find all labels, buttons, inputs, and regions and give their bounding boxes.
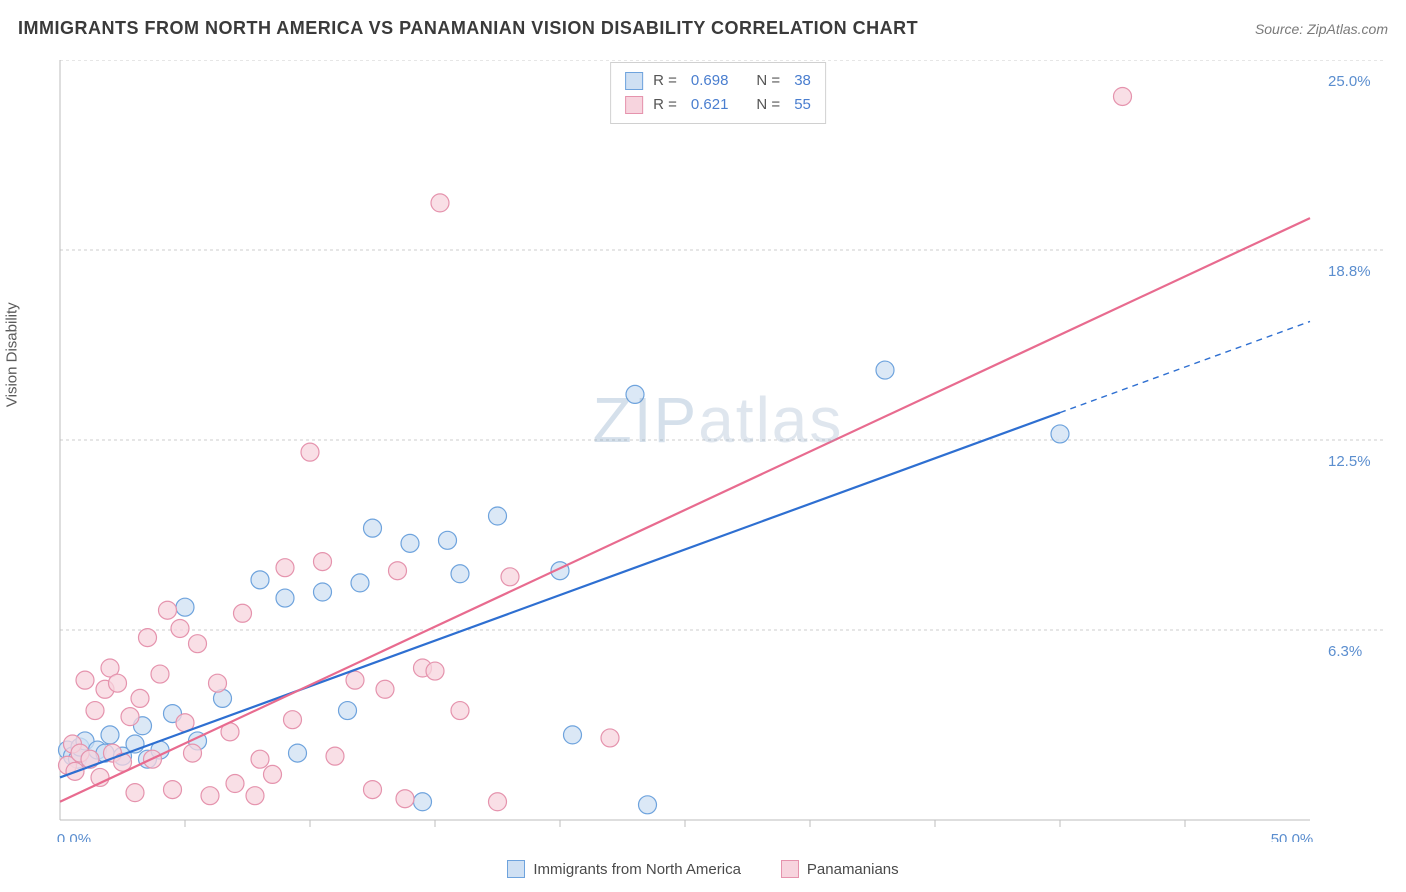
series-legend-item: Immigrants from North America [507,860,741,878]
series-legend-item: Panamanians [781,860,899,878]
legend-swatch [507,860,525,878]
chart-header: IMMIGRANTS FROM NORTH AMERICA VS PANAMAN… [18,18,1388,39]
source-attribution: Source: ZipAtlas.com [1255,21,1388,37]
scatter-chart: 6.3% 12.5% 18.8% 25.0% 0.0% 50.0% [50,60,1386,842]
legend-n-value: 55 [794,93,811,117]
svg-text:0.0%: 0.0% [57,831,91,842]
legend-r-value: 0.698 [691,69,729,93]
series-label: Immigrants from North America [533,861,741,878]
legend-row: R = 0.621 N = 55 [625,93,811,117]
series-legend: Immigrants from North America Panamanians [0,860,1406,878]
legend-r-value: 0.621 [691,93,729,117]
svg-text:12.5%: 12.5% [1328,453,1371,470]
legend-row: R = 0.698 N = 38 [625,69,811,93]
legend-r-label: R = [653,69,677,93]
svg-text:25.0%: 25.0% [1328,73,1371,90]
legend-n-value: 38 [794,69,811,93]
legend-swatch [625,72,643,90]
chart-title: IMMIGRANTS FROM NORTH AMERICA VS PANAMAN… [18,18,918,39]
source-prefix: Source: [1255,21,1307,37]
legend-r-label: R = [653,93,677,117]
svg-text:50.0%: 50.0% [1271,831,1314,842]
svg-text:18.8%: 18.8% [1328,263,1371,280]
svg-text:6.3%: 6.3% [1328,643,1362,660]
correlation-legend: R = 0.698 N = 38 R = 0.621 N = 55 [610,62,826,124]
plot-area: Vision Disability 6.3%12.5%18.8%25.0%0.0… [50,60,1386,842]
legend-n-label: N = [756,93,780,117]
series-label: Panamanians [807,861,899,878]
legend-n-label: N = [756,69,780,93]
y-axis-label: Vision Disability [4,302,21,407]
legend-swatch [781,860,799,878]
legend-swatch [625,96,643,114]
source-name: ZipAtlas.com [1307,21,1388,37]
